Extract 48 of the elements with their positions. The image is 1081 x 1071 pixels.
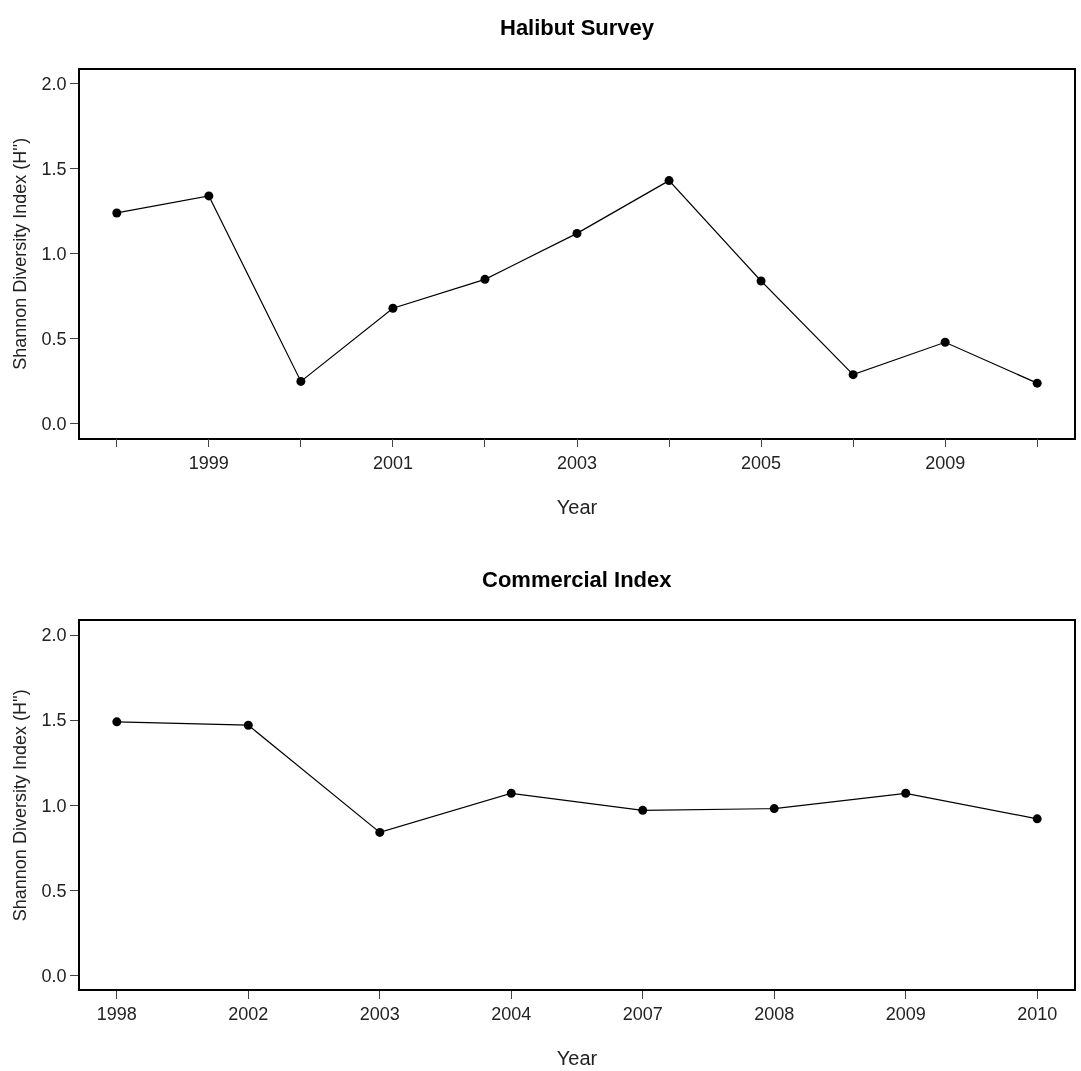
point	[1032, 378, 1042, 388]
x-tick-label: 2003	[359, 1004, 400, 1025]
y-tick-label: 2.0	[41, 625, 67, 646]
point	[480, 274, 490, 284]
point	[506, 788, 516, 798]
point	[112, 717, 122, 727]
chart-title: Halibut Survey	[500, 15, 655, 40]
x-tick-label: 2009	[885, 1004, 926, 1025]
point	[769, 804, 779, 814]
y-tick-label: 1.5	[41, 159, 67, 180]
x-axis-title: Year	[556, 495, 598, 518]
y-tick-label: 0.0	[41, 414, 67, 435]
x-tick-label: 2009	[925, 452, 966, 473]
x-tick-label: 2004	[491, 1004, 532, 1025]
chart-title: Commercial Index	[482, 567, 673, 592]
y-tick-label: 0.0	[41, 965, 67, 986]
x-tick-label: 2003	[556, 452, 598, 473]
point	[388, 303, 398, 313]
point	[572, 228, 582, 238]
x-tick-label: 1999	[188, 452, 229, 473]
point	[1032, 814, 1042, 824]
x-tick-label: 2007	[622, 1004, 663, 1025]
point	[204, 191, 214, 201]
y-tick-label: 1.0	[41, 795, 67, 816]
x-axis-title: Year	[556, 1047, 598, 1070]
x-tick-label: 2008	[754, 1004, 795, 1025]
point	[243, 720, 253, 730]
y-tick-label: 1.0	[41, 244, 67, 265]
x-tick-label: 2005	[741, 452, 782, 473]
point	[112, 208, 122, 218]
y-axis-title: Shannon Diversity Index (H'')	[10, 137, 31, 370]
x-tick-label: 2010	[1017, 1004, 1058, 1025]
point	[756, 276, 766, 286]
x-tick-label: 2001	[372, 452, 413, 473]
point	[940, 337, 950, 347]
y-tick-label: 2.0	[41, 73, 67, 94]
y-tick-label: 0.5	[41, 329, 67, 350]
point	[664, 176, 674, 186]
x-tick-label: 1998	[96, 1004, 137, 1025]
point	[848, 370, 858, 380]
y-tick-label: 0.5	[41, 880, 67, 901]
x-tick-label: 2002	[228, 1004, 269, 1025]
point	[296, 376, 306, 386]
point	[901, 788, 911, 798]
y-axis-title: Shannon Diversity Index (H'')	[10, 689, 31, 922]
point	[375, 827, 385, 837]
point	[638, 805, 648, 815]
y-tick-label: 1.5	[41, 710, 67, 731]
